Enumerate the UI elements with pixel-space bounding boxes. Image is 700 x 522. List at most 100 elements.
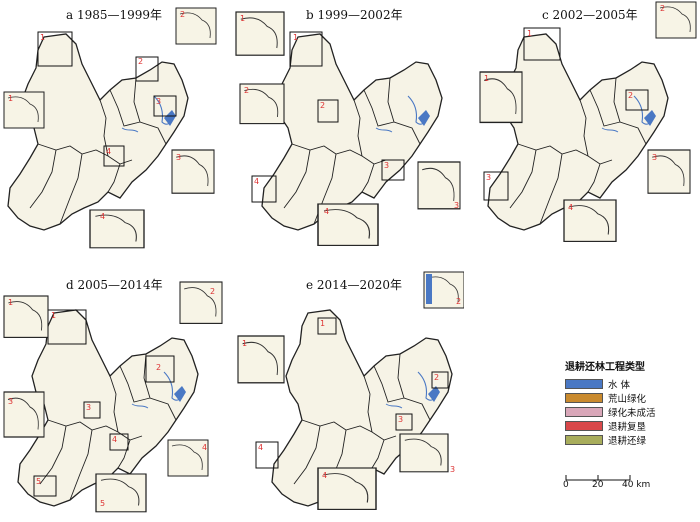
inset-label: 1 <box>484 74 489 83</box>
highlight-box-label: 3 <box>384 161 389 170</box>
legend-item-returned-green: 退耕还绿 <box>565 433 695 447</box>
legend: 退耕还林工程类型 水 体 荒山绿化 绿化未成活 退耕复垦 退耕还绿 <box>565 358 695 447</box>
inset-label: 1 <box>240 14 245 23</box>
map-svg: 1 2 3 4 1 2 3 4 <box>3 7 217 249</box>
highlight-box <box>381 159 405 181</box>
panel-title: c 2002—2005年 <box>542 8 638 22</box>
highlight-box-label: 1 <box>320 319 325 328</box>
highlight-box-label: 1 <box>51 311 56 320</box>
inset-map <box>89 209 145 249</box>
highlight-box-label: 4 <box>112 435 117 444</box>
scale-bar-line <box>565 475 631 481</box>
map-panel-b: b 1999—2002年 1 2 3 4 1 2 3 4 <box>234 0 464 258</box>
highlight-box <box>431 371 449 389</box>
legend-label: 绿化未成活 <box>608 408 656 419</box>
map-svg: 1 2 3 4 1 2 3 4 <box>237 271 464 511</box>
highlight-box <box>145 355 175 383</box>
inset-label: 4 <box>568 203 573 212</box>
panel-title: e 2014—2020年 <box>306 278 402 292</box>
inset-label: 4 <box>100 212 105 221</box>
highlight-box-label: 2 <box>434 373 439 382</box>
highlight-box <box>33 475 57 497</box>
inset-label: 3 <box>8 397 13 406</box>
highlight-box-label: 3 <box>86 403 91 412</box>
highlight-box <box>317 317 337 335</box>
highlight-box-label: 1 <box>40 33 45 42</box>
legend-swatch <box>565 393 603 403</box>
legend-label: 荒山绿化 <box>608 394 647 405</box>
highlight-box <box>255 441 279 469</box>
highlight-box-label: 2 <box>138 57 143 66</box>
inset-label: 1 <box>242 339 247 348</box>
highlight-box-label: 3 <box>398 415 403 424</box>
map-svg: 1 2 3 1 2 3 4 <box>479 1 697 243</box>
highlight-box <box>153 95 177 117</box>
scale-bar: 0 20 40 km <box>562 474 672 504</box>
highlight-box-label: 3 <box>486 173 491 182</box>
map-panel-e: e 2014—2020年 1 2 3 4 1 2 3 4 <box>234 262 464 520</box>
inset-label: 2 <box>210 287 215 296</box>
highlight-box-label: 2 <box>156 363 161 372</box>
inset-map <box>399 433 449 473</box>
inset-label: 4 <box>324 207 329 216</box>
panel-title: d 2005—2014年 <box>66 278 163 292</box>
legend-swatch <box>565 407 603 417</box>
highlight-box-label: 1 <box>527 29 532 38</box>
map-svg: 1 2 3 4 1 2 3 4 <box>235 11 461 247</box>
highlight-box <box>135 56 159 82</box>
scale-tick-label: 0 <box>563 480 569 490</box>
highlight-box <box>109 433 129 451</box>
legend-item-barren-greening: 荒山绿化 <box>565 391 695 405</box>
inset-label: 3 <box>176 153 181 162</box>
highlight-box-label: 4 <box>258 443 263 452</box>
map-svg: 1 2 3 4 5 1 2 3 4 5 <box>3 281 223 513</box>
panel-title: a 1985—1999年 <box>66 8 163 22</box>
legend-swatch <box>565 421 603 431</box>
inset-label: 2 <box>660 4 665 13</box>
highlight-box-label: 4 <box>254 177 259 186</box>
inset-label: 2 <box>180 10 185 19</box>
map-panel-a: a 1985—1999年 1 2 3 4 1 2 3 4 <box>0 0 230 258</box>
highlight-box-label: 4 <box>106 147 111 156</box>
scale-tick-label: 40 km <box>622 480 651 490</box>
highlight-box <box>251 175 277 203</box>
legend-item-water: 水 体 <box>565 377 695 391</box>
highlight-box-label: 3 <box>156 97 161 106</box>
inset-label: 1 <box>8 94 13 103</box>
inset-label: 2 <box>456 297 461 306</box>
highlight-box <box>395 413 413 431</box>
highlight-box <box>317 99 339 123</box>
inset-label: 4 <box>202 443 207 452</box>
highlight-box <box>83 401 101 419</box>
inset-label: 3 <box>454 201 459 210</box>
legend-title: 退耕还林工程类型 <box>565 362 645 373</box>
map-panel-d: d 2005—2014年 1 2 3 4 5 1 2 3 4 5 <box>0 262 230 520</box>
panel-title: b 1999—2002年 <box>306 8 403 22</box>
inset-map <box>179 281 223 324</box>
highlight-box <box>103 145 125 167</box>
highlight-box <box>483 171 509 201</box>
scale-tick-label: 20 <box>592 480 604 490</box>
inset-label: 4 <box>322 471 327 480</box>
water-body <box>426 274 432 304</box>
inset-label: 2 <box>244 86 249 95</box>
highlight-box <box>523 27 561 61</box>
legend-swatch <box>565 435 603 445</box>
highlight-box-label: 2 <box>628 91 633 100</box>
highlight-box <box>625 89 649 111</box>
legend-label: 退耕还绿 <box>608 436 647 447</box>
inset-label: 5 <box>100 499 105 508</box>
inset-label: 3 <box>450 465 455 474</box>
map-panel-c: c 2002—2005年 1 2 3 1 2 3 4 <box>470 0 700 258</box>
highlight-box-label: 5 <box>36 477 41 486</box>
highlight-box <box>37 31 73 67</box>
legend-item-recultivation: 退耕复垦 <box>565 419 695 433</box>
highlight-box-label: 1 <box>293 33 298 42</box>
inset-label: 1 <box>8 298 13 307</box>
highlight-box <box>289 31 323 67</box>
legend-swatch <box>565 379 603 389</box>
inset-label: 3 <box>652 153 657 162</box>
highlight-box-label: 2 <box>320 101 325 110</box>
legend-item-greening-failed: 绿化未成活 <box>565 405 695 419</box>
legend-label: 退耕复垦 <box>608 422 647 433</box>
